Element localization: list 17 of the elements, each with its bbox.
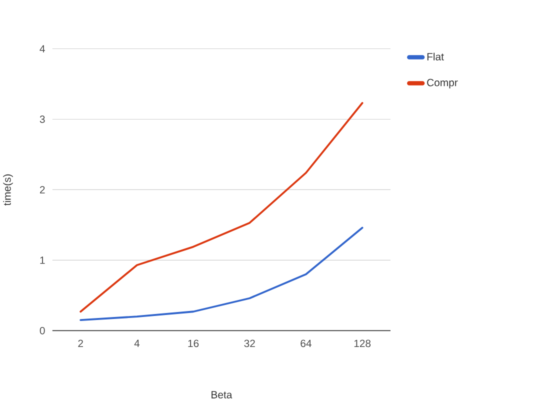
legend-label: Compr (427, 79, 458, 89)
y-tick-label: 4 (40, 45, 45, 53)
y-tick-label: 1 (40, 256, 45, 264)
x-tick-label: 32 (244, 340, 255, 348)
y-tick-label: 0 (40, 327, 45, 335)
x-tick-label: 16 (188, 340, 199, 348)
x-tick-label: 2 (78, 340, 83, 348)
y-axis-title: time(s) (3, 174, 13, 206)
x-tick-label: 4 (134, 340, 140, 348)
y-tick-label: 3 (40, 116, 45, 124)
line-series (80, 227, 364, 322)
x-tick-label: 128 (354, 340, 371, 348)
legend-label: Flat (427, 52, 444, 61)
x-tick-label: 64 (300, 340, 312, 348)
y-tick-label: 2 (40, 186, 45, 194)
x-axis-title: Beta (212, 391, 232, 399)
line-series (80, 102, 364, 313)
